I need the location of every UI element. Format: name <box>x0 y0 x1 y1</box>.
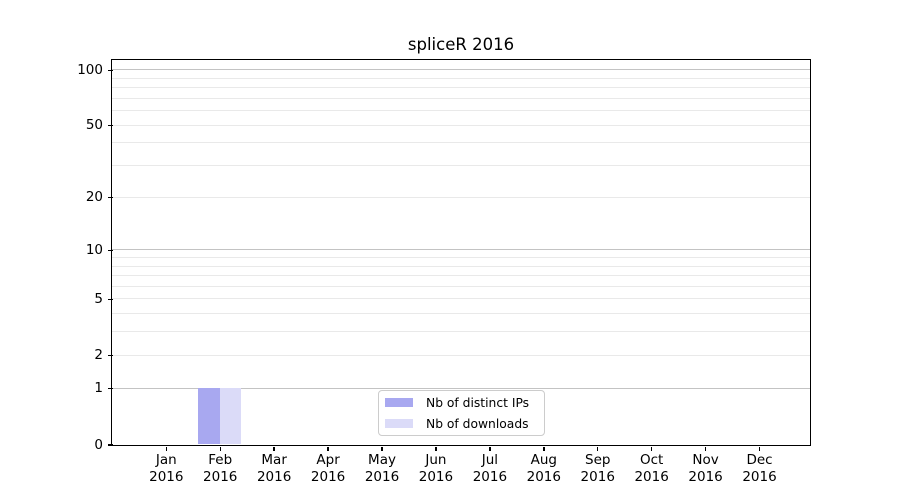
gridline-minor <box>112 87 810 89</box>
legend-row: Nb of downloads <box>385 414 544 433</box>
x-tick <box>489 446 491 451</box>
x-tick <box>381 446 383 451</box>
gridline-major <box>112 69 810 71</box>
y-tick-label: 1 <box>94 380 103 397</box>
gridline-minor <box>112 298 810 300</box>
gridline-minor <box>112 257 810 259</box>
y-tick-label: 20 <box>85 189 103 206</box>
legend-label: Nb of distinct IPs <box>426 395 530 410</box>
x-tick-label: Nov 2016 <box>688 452 723 485</box>
plot-area <box>111 58 811 446</box>
x-tick-label: Jul 2016 <box>472 452 508 485</box>
x-tick <box>758 446 761 451</box>
x-tick <box>435 446 437 451</box>
x-tick-label: Mar 2016 <box>256 452 292 485</box>
x-tick <box>219 446 221 451</box>
y-tick <box>108 69 113 71</box>
chart-title: spliceR 2016 <box>407 35 515 54</box>
legend-swatch <box>385 397 413 408</box>
x-tick-label: May 2016 <box>364 452 400 485</box>
gridline-minor <box>112 165 810 167</box>
bar-nb-of-distinct-ips-feb <box>198 388 220 445</box>
gridline-minor <box>112 275 810 277</box>
y-tick <box>108 197 113 199</box>
gridline-minor <box>112 285 810 287</box>
x-tick <box>650 446 653 451</box>
legend-swatch <box>385 418 413 429</box>
gridline-minor <box>112 313 810 315</box>
y-tick <box>108 298 113 301</box>
x-tick-label: Dec 2016 <box>742 452 777 485</box>
y-tick-label: 100 <box>77 61 103 78</box>
y-tick-label: 5 <box>94 290 103 307</box>
gridline-minor <box>112 354 810 356</box>
y-tick-label: 50 <box>85 117 103 134</box>
x-tick-label: Oct 2016 <box>634 452 669 485</box>
x-tick <box>165 446 167 451</box>
y-tick <box>108 125 113 127</box>
x-tick-label: Apr 2016 <box>310 452 346 485</box>
legend-row: Nb of distinct IPs <box>385 393 544 412</box>
x-tick-label: Jan 2016 <box>149 452 184 485</box>
gridline-minor <box>112 331 810 333</box>
x-tick-label: Feb 2016 <box>203 452 238 485</box>
y-tick <box>108 355 113 357</box>
x-tick-label: Jun 2016 <box>418 452 454 485</box>
x-tick <box>704 446 707 451</box>
gridline-minor <box>112 196 810 198</box>
gridline-minor <box>112 265 810 267</box>
gridline-minor <box>112 110 810 112</box>
legend: Nb of distinct IPs Nb of downloads <box>378 390 545 436</box>
gridline-minor <box>112 97 810 99</box>
x-tick <box>273 446 275 451</box>
x-tick-label: Sep 2016 <box>580 452 615 485</box>
gridline-major <box>112 387 810 389</box>
legend-label: Nb of downloads <box>426 416 529 431</box>
gridline-minor <box>112 77 810 79</box>
x-tick-label: Aug 2016 <box>526 452 561 485</box>
gridline-minor <box>112 142 810 144</box>
y-tick-label: 2 <box>94 347 103 364</box>
gridline-major <box>112 249 810 251</box>
y-tick <box>108 249 113 251</box>
x-tick <box>543 446 545 451</box>
x-tick <box>597 446 599 451</box>
y-tick <box>108 388 113 390</box>
y-tick <box>108 444 113 446</box>
y-tick-label: 0 <box>94 436 103 453</box>
bar-nb-of-downloads-feb <box>219 388 242 445</box>
x-tick <box>327 446 329 451</box>
y-tick-label: 10 <box>85 241 103 258</box>
gridline-minor <box>112 124 810 126</box>
